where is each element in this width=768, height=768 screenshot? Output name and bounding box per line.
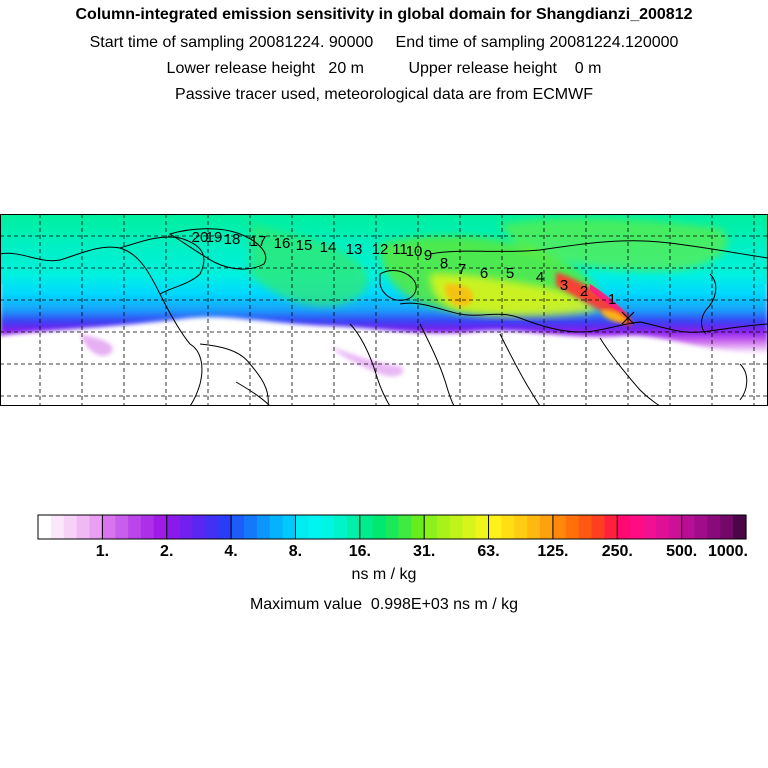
colorbar-cell — [630, 515, 644, 539]
colorbar-cell — [179, 515, 194, 539]
colorbar-cell — [552, 515, 567, 539]
retroplume-label: 19 — [206, 229, 223, 246]
colorbar-tick-label: 1. — [96, 543, 109, 560]
sensitivity-field — [0, 214, 768, 377]
colorbar-cell — [488, 515, 503, 539]
colorbar-cell — [308, 515, 322, 539]
retroplume-label: 14 — [320, 239, 337, 256]
retroplume-label: 15 — [296, 237, 313, 254]
colorbar-cell — [282, 515, 297, 539]
colorbar-tick-label: 63. — [477, 543, 499, 560]
colorbar-cell — [398, 515, 412, 539]
colorbar-cell — [372, 515, 387, 539]
colorbar-cell — [681, 515, 696, 539]
colorbar-tick-label: 1000. — [708, 543, 747, 560]
colorbar-cell — [269, 515, 284, 539]
colorbar-cell — [166, 515, 181, 539]
retroplume-label: 4 — [536, 269, 544, 286]
colorbar-tick-label: 31. — [413, 543, 435, 560]
plot-title: Column-integrated emission sensitivity i… — [75, 6, 693, 23]
colorbar-cell — [449, 515, 464, 539]
colorbar-cell — [411, 515, 425, 539]
retroplume-label: 20 — [192, 229, 209, 246]
colorbar-cell — [501, 515, 515, 539]
retroplume-label: 1 — [608, 291, 616, 308]
colorbar-cell — [514, 515, 528, 539]
colorbar-cell — [50, 515, 65, 539]
colorbar-cell — [475, 515, 490, 539]
colorbar-cell — [359, 515, 374, 539]
retroplume-label: 7 — [458, 261, 466, 278]
retroplume-label: 2 — [580, 283, 588, 300]
colorbar: 0.1.2.4.8.16.31.63.125.250.500.1000. — [37, 514, 747, 560]
maximum-value: Maximum value 0.998E+03 ns m / kg — [249, 596, 519, 613]
colorbar-cell — [334, 515, 348, 539]
colorbar-cell — [578, 515, 593, 539]
colorbar-cell — [424, 515, 438, 539]
colorbar-cell — [565, 515, 580, 539]
colorbar-cell — [38, 515, 52, 539]
colorbar-cell — [321, 515, 335, 539]
retroplume-label: 3 — [560, 277, 568, 294]
colorbar-cell — [346, 515, 361, 539]
colorbar-tick-label: 500. — [666, 543, 697, 560]
retroplume-label: 10 — [406, 243, 423, 260]
receptor-marker — [621, 311, 635, 325]
colorbar-cell — [295, 515, 309, 539]
colorbar-cell — [694, 515, 708, 539]
retroplume-label: 6 — [480, 265, 488, 282]
colorbar-cell — [437, 515, 451, 539]
colorbar-cell — [243, 515, 258, 539]
retroplume-label: 9 — [424, 247, 432, 264]
colorbar-cell — [707, 515, 721, 539]
colorbar-tick-label: 8. — [289, 543, 302, 560]
colorbar-cell — [153, 515, 168, 539]
colorbar-cell — [720, 515, 734, 539]
colorbar-cell — [102, 515, 116, 539]
colorbar-cell — [655, 515, 670, 539]
colorbar-cell — [540, 515, 554, 539]
retroplume-label: 8 — [440, 255, 448, 272]
sampling-time-line: Start time of sampling 20081224. 90000 E… — [89, 34, 679, 51]
colorbar-cell — [115, 515, 129, 539]
colorbar-cell — [256, 515, 271, 539]
colorbar-tick-label: 16. — [349, 543, 371, 560]
colorbar-cell — [527, 515, 541, 539]
retroplume-label: 16 — [274, 235, 291, 252]
colorbar-cell — [591, 515, 605, 539]
colorbar-tick-label: 125. — [537, 543, 568, 560]
colorbar-tick-label: 250. — [602, 543, 633, 560]
retroplume-label: 18 — [224, 231, 241, 248]
colorbar-units: ns m / kg — [351, 566, 417, 583]
colorbar-cell — [462, 515, 477, 539]
colorbar-cell — [643, 515, 657, 539]
retroplume-label: 5 — [506, 265, 514, 282]
colorbar-tick-label: 2. — [160, 543, 173, 560]
tracer-info-line: Passive tracer used, meteorological data… — [175, 86, 593, 103]
colorbar-cell — [733, 515, 747, 539]
colorbar-cell — [668, 515, 683, 539]
colorbar-tick-label: 4. — [224, 543, 237, 560]
colorbar-cell — [76, 515, 91, 539]
colorbar-cell — [218, 515, 232, 539]
colorbar-cell — [617, 515, 631, 539]
colorbar-cell — [140, 515, 155, 539]
colorbar-cell — [385, 515, 400, 539]
retroplume-label: 17 — [250, 233, 267, 250]
colorbar-cell — [205, 515, 219, 539]
colorbar-cell — [231, 515, 245, 539]
colorbar-cell — [604, 515, 618, 539]
colorbar-cell — [192, 515, 206, 539]
lat-lon-grid — [0, 214, 768, 406]
colorbar-cell — [89, 515, 103, 539]
colorbar-cell — [63, 515, 78, 539]
retroplume-label: 11 — [392, 241, 408, 258]
colorbar-cell — [128, 515, 142, 539]
release-height-line: Lower release height 20 m Upper release … — [166, 60, 602, 77]
retroplume-label: 13 — [346, 241, 363, 258]
retroplume-label: 12 — [372, 241, 389, 258]
colorbar-frame — [37, 514, 747, 540]
